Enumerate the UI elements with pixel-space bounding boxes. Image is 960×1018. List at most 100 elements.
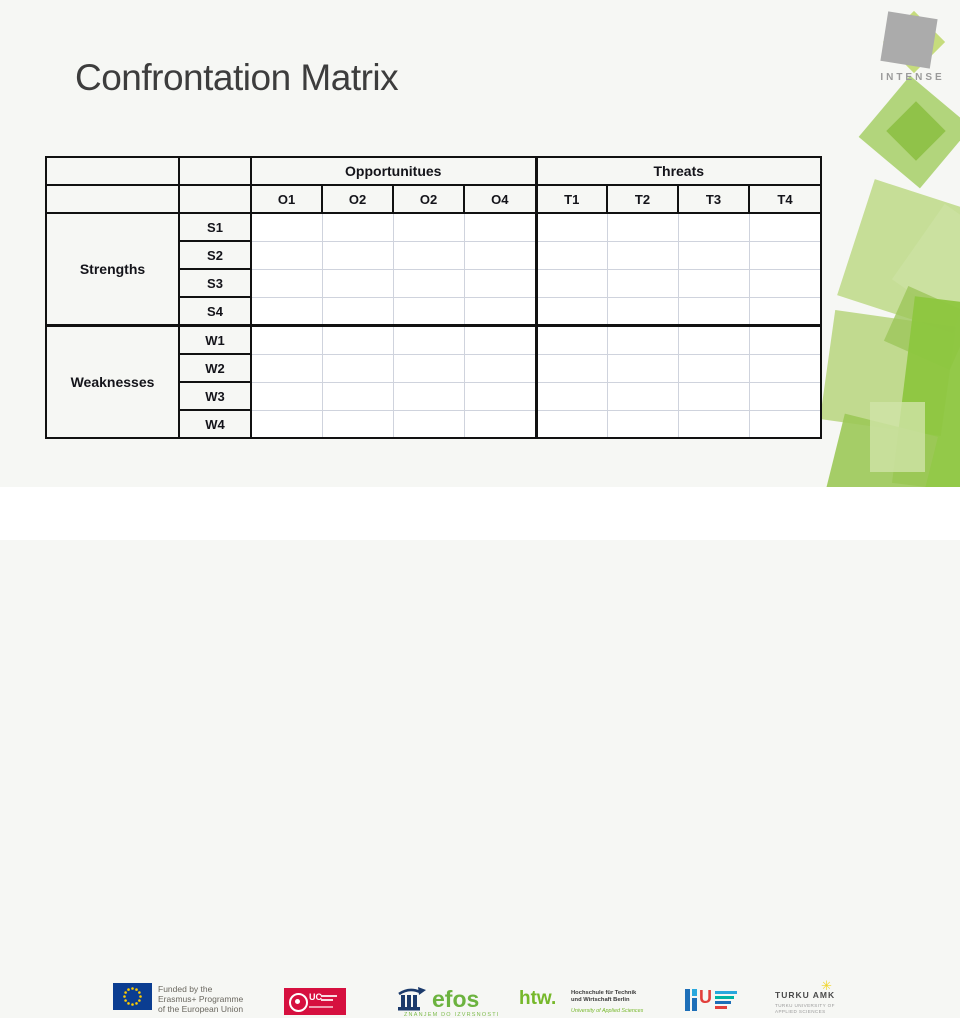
table-row: Weaknesses W1: [45, 324, 822, 439]
matrix-cell: [463, 268, 537, 298]
matrix-cell: [748, 240, 822, 270]
matrix-cell: [534, 381, 608, 411]
htw-name-text: Hochschule für Technik und Wirtschaft Be…: [571, 990, 637, 1003]
matrix-cell: [606, 353, 679, 383]
column-header: T4: [747, 184, 823, 214]
matrix-cell: [321, 296, 394, 327]
eu-flag-icon: [113, 983, 152, 1010]
matrix-cell: [677, 325, 750, 355]
row-header: S1: [178, 212, 252, 242]
partner-logo-strip: Funded by the Erasmus+ Programme of the …: [0, 487, 960, 1018]
matrix-cell: [392, 409, 465, 439]
header-group-row: Opportunitues Threats: [45, 156, 823, 186]
row-header: W4: [178, 409, 252, 439]
hu-letter: U: [699, 987, 712, 1007]
matrix-cell: [392, 212, 465, 242]
matrix-cell: [534, 268, 608, 298]
efos-column-icon: [398, 987, 426, 1011]
matrix-cell: [250, 409, 323, 439]
table-row: W4: [46, 409, 822, 439]
matrix-cell: [321, 409, 394, 439]
column-header: O1: [250, 184, 323, 214]
matrix-cell: [606, 325, 679, 355]
matrix-cell: [677, 268, 750, 298]
corner-cell: [178, 184, 252, 214]
table-row: W2: [46, 353, 822, 383]
matrix-cell: [392, 240, 465, 270]
matrix-cell: [392, 268, 465, 298]
matrix-cell: [748, 296, 822, 327]
green-shape: [824, 413, 938, 488]
matrix-cell: [392, 381, 465, 411]
matrix-cell: [321, 325, 394, 355]
header-row: O1 O2 O2 O4 T1 T2 T3 T4: [45, 184, 823, 214]
matrix-cell: [250, 268, 323, 298]
matrix-cell: [534, 409, 608, 439]
matrix-cell: [677, 353, 750, 383]
efos-wordmark: efos: [432, 986, 480, 1012]
matrix-cell: [748, 325, 822, 355]
column-group-threats: Threats: [534, 156, 823, 186]
row-header: S3: [178, 268, 252, 298]
matrix-cell: [606, 381, 679, 411]
column-header: O2: [321, 184, 394, 214]
matrix-cell: [463, 240, 537, 270]
matrix-cell: [677, 296, 750, 327]
green-shape: [891, 203, 960, 333]
row-header: S2: [178, 240, 252, 270]
matrix-cell: [321, 212, 394, 242]
htw-subtitle: University of Applied Sciences: [571, 1008, 644, 1014]
matrix-cell: [250, 212, 323, 242]
matrix-cell: [392, 296, 465, 327]
matrix-cell: [463, 212, 537, 242]
row-header: W3: [178, 381, 252, 411]
matrix-cell: [463, 409, 537, 439]
column-header: O2: [392, 184, 465, 214]
matrix-cell: [250, 353, 323, 383]
hu-logo: U: [685, 987, 745, 1017]
corner-cell: [45, 156, 180, 186]
matrix-cell: [748, 353, 822, 383]
column-header: T3: [677, 184, 750, 214]
turku-subtitle: TURKU UNIVERSITY OF APPLIED SCIENCES: [775, 1003, 835, 1014]
matrix-cell: [677, 212, 750, 242]
corner-cell: [178, 156, 252, 186]
matrix-cell: [748, 381, 822, 411]
matrix-cell: [534, 240, 608, 270]
intense-wordmark: INTENSE: [880, 72, 945, 83]
hu-mark-icon: [685, 989, 690, 1011]
intense-logo: INTENSE: [870, 8, 955, 90]
row-header: W1: [178, 324, 252, 355]
row-header: W2: [178, 353, 252, 383]
matrix-cell: [677, 409, 750, 439]
matrix-cell: [392, 353, 465, 383]
matrix-cell: [677, 240, 750, 270]
matrix-cell: [606, 409, 679, 439]
turku-amk-logo: ✳ TURKU AMK TURKU UNIVERSITY OF APPLIED …: [775, 978, 835, 1014]
intense-logo-square-icon: [880, 11, 938, 69]
matrix-cell: [677, 381, 750, 411]
column-header: T2: [606, 184, 679, 214]
matrix-cell: [463, 325, 537, 355]
matrix-cell: [534, 296, 608, 327]
matrix-cell: [606, 212, 679, 242]
efos-tagline: ZNANJEM DO IZVRSNOSTI: [404, 1012, 500, 1018]
table-row: Strengths S1: [45, 212, 822, 327]
matrix-cell: [606, 268, 679, 298]
table-row: S3: [46, 268, 822, 298]
matrix-cell: [748, 212, 822, 242]
turku-star-icon: ✳: [821, 978, 832, 993]
row-header: S4: [178, 296, 252, 327]
efos-logo: efos ZNANJEM DO IZVRSNOSTI: [396, 986, 506, 1018]
matrix-cell: [534, 353, 608, 383]
green-shape: [891, 296, 960, 488]
matrix-cell: [534, 325, 608, 355]
matrix-cell: [250, 381, 323, 411]
green-shape: [870, 402, 925, 472]
matrix-cell: [250, 240, 323, 270]
green-shape: [858, 75, 960, 189]
matrix-cell: [534, 212, 608, 242]
matrix-cell: [250, 296, 323, 327]
matrix-cell: [392, 325, 465, 355]
matrix-cell: [606, 296, 679, 327]
